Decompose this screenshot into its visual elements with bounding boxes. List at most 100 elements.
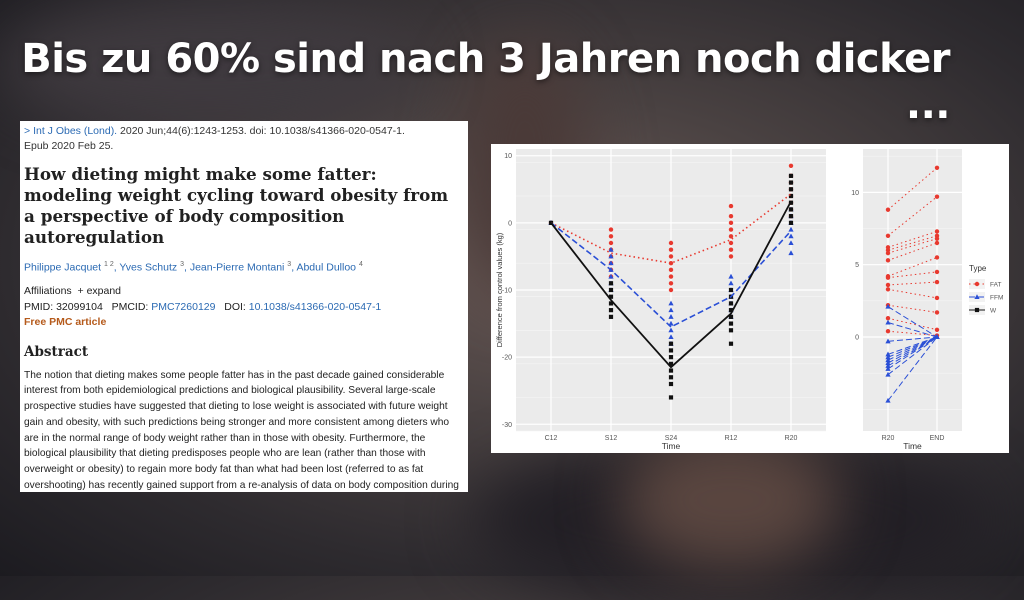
doi-label: DOI: bbox=[224, 300, 246, 313]
journal-link[interactable]: Int J Obes (Lond). bbox=[33, 125, 118, 137]
paper-meta: Affiliations + expand PMID: 32099104 PMC… bbox=[24, 283, 464, 315]
data-point-fat bbox=[608, 227, 614, 232]
data-point-ffm bbox=[728, 273, 734, 279]
y-tick-label: -30 bbox=[502, 422, 512, 429]
data-point-fat bbox=[728, 254, 734, 259]
chart-svg: 10 0 -10 -20 -30 C12 S12 S24 R12 R20 Time Differenc… bbox=[495, 149, 1003, 451]
data-point-ffm bbox=[885, 360, 891, 366]
data-point-ffm bbox=[788, 233, 794, 239]
data-point-fat bbox=[728, 240, 734, 246]
data-point-w bbox=[788, 207, 794, 212]
free-pmc-article-badge[interactable]: Free PMC article bbox=[24, 315, 107, 328]
doi-link[interactable]: 10.1038/s41366-020-0547-1 bbox=[248, 300, 382, 313]
trajectory-line-ffm bbox=[887, 336, 938, 375]
data-point-fat bbox=[668, 267, 674, 273]
epub-date: Epub 2020 Feb 25. bbox=[24, 140, 114, 152]
x-tick-label: C12 bbox=[545, 435, 558, 442]
trajectory-line-ffm bbox=[887, 336, 938, 370]
data-point-ffm bbox=[885, 319, 891, 325]
author-affiliation-number[interactable]: 3 bbox=[287, 261, 292, 268]
data-point-ffm bbox=[885, 397, 891, 403]
background-blur-shape bbox=[620, 430, 840, 570]
author-link[interactable]: Jean-Pierre Montani bbox=[189, 261, 285, 274]
paper-abstract-panel: > Int J Obes (Lond). 2020 Jun;44(6):1243… bbox=[20, 121, 468, 492]
x-tick-label: S12 bbox=[605, 435, 618, 442]
data-point-w bbox=[668, 375, 674, 380]
data-point-fat bbox=[885, 316, 891, 321]
expand-affiliations-button[interactable]: + expand bbox=[77, 284, 122, 297]
headline: Bis zu 60% sind nach 3 Jahren noch dicke… bbox=[21, 36, 950, 128]
data-point-ffm bbox=[885, 371, 891, 377]
data-point-ffm bbox=[668, 334, 674, 339]
data-point-fat bbox=[885, 275, 891, 280]
data-point-ffm bbox=[788, 250, 794, 256]
data-point-fat bbox=[788, 163, 794, 168]
data-point-w bbox=[788, 187, 794, 192]
trajectory-line-fat bbox=[887, 304, 938, 313]
pmid-label: PMID: bbox=[24, 300, 54, 313]
data-point-fat bbox=[728, 247, 734, 252]
data-point-ffm bbox=[608, 253, 614, 259]
data-point-fat bbox=[728, 234, 734, 239]
data-point-w bbox=[608, 281, 614, 286]
data-point-w bbox=[668, 355, 674, 360]
trajectory-line-fat bbox=[887, 288, 938, 299]
data-point-fat bbox=[668, 247, 674, 252]
legend-marker-w bbox=[974, 307, 980, 313]
data-point-w bbox=[728, 328, 734, 333]
data-point-fat bbox=[885, 207, 891, 212]
citation-arrow-icon: > bbox=[24, 125, 31, 137]
data-point-ffm bbox=[934, 334, 940, 339]
data-point-fat bbox=[934, 236, 940, 241]
data-point-w bbox=[728, 287, 734, 293]
trajectory-line-ffm bbox=[887, 336, 938, 342]
trajectory-line-fat bbox=[887, 271, 938, 279]
trajectory-line-fat bbox=[887, 196, 938, 237]
paper-title: How dieting might make some fatter: mode… bbox=[24, 164, 449, 247]
data-point-w bbox=[788, 220, 794, 225]
data-point-fat bbox=[934, 310, 940, 315]
data-point-fat bbox=[608, 234, 614, 239]
author-affiliation-number[interactable]: 1 2 bbox=[103, 261, 114, 268]
x-tick-label: S24 bbox=[665, 435, 678, 442]
data-point-fat bbox=[934, 194, 940, 199]
citation-details: 2020 Jun;44(6):1243-1253. doi: 10.1038/s… bbox=[120, 125, 405, 137]
x-axis-label: Time bbox=[903, 441, 922, 451]
author-affiliation-number[interactable]: 3 bbox=[180, 261, 184, 268]
data-point-w bbox=[668, 395, 674, 400]
y-tick-label: 5 bbox=[855, 262, 859, 269]
mean-line-w bbox=[550, 200, 792, 369]
data-point-w bbox=[608, 308, 614, 313]
data-point-fat bbox=[885, 233, 891, 238]
data-point-ffm bbox=[668, 307, 674, 313]
data-point-ffm bbox=[668, 320, 674, 326]
author-link[interactable]: Yves Schutz bbox=[119, 261, 178, 274]
trajectory-line-fat bbox=[887, 330, 938, 337]
data-point-fat bbox=[728, 213, 734, 219]
data-point-w bbox=[668, 361, 674, 366]
author-link[interactable]: Philippe Jacquet bbox=[24, 261, 102, 274]
data-point-w bbox=[608, 294, 614, 299]
data-point-fat bbox=[934, 295, 940, 301]
abstract-text: The notion that dieting makes some peopl… bbox=[24, 369, 459, 492]
y-tick-label: 0 bbox=[508, 220, 512, 227]
data-point-fat bbox=[728, 227, 734, 232]
pmcid-link[interactable]: PMC7260129 bbox=[151, 300, 216, 313]
data-point-fat bbox=[934, 269, 940, 275]
trajectory-line-ffm bbox=[887, 306, 938, 338]
data-point-fat bbox=[668, 254, 674, 259]
data-point-fat bbox=[885, 258, 891, 263]
data-point-w bbox=[728, 321, 734, 326]
data-point-fat bbox=[885, 250, 891, 256]
plot-background-2 bbox=[863, 149, 962, 431]
citation: > Int J Obes (Lond). 2020 Jun;44(6):1243… bbox=[24, 124, 464, 154]
author-link[interactable]: Abdul Dulloo bbox=[296, 261, 357, 274]
y-tick-label: 10 bbox=[851, 190, 859, 197]
data-point-w bbox=[788, 180, 794, 185]
affiliations-label: Affiliations bbox=[24, 284, 72, 297]
trajectory-line-fat bbox=[887, 317, 938, 331]
data-point-ffm bbox=[885, 354, 891, 360]
data-point-ffm bbox=[885, 338, 891, 344]
data-point-fat bbox=[668, 287, 674, 293]
author-affiliation-number[interactable]: 4 bbox=[358, 261, 363, 268]
